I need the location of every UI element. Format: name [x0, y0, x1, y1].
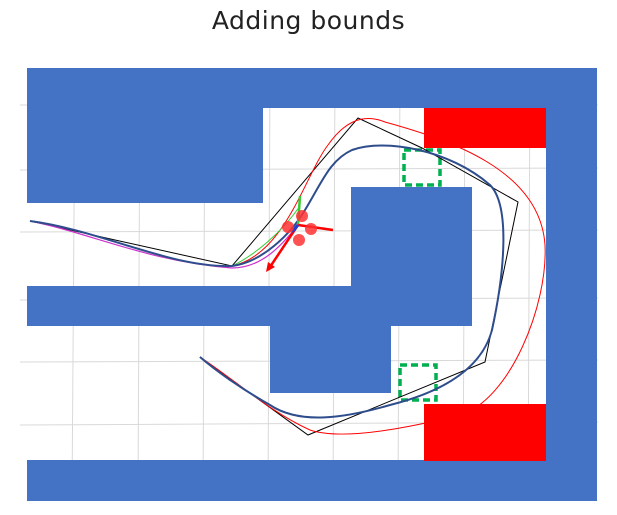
reference-path — [29, 117, 519, 436]
waypoint-node — [305, 223, 317, 235]
obstacle-center-block — [351, 187, 472, 326]
obstacles — [27, 68, 597, 501]
bound-region-top — [424, 108, 546, 148]
alternate-path — [199, 118, 546, 435]
target-box-bottom — [398, 363, 438, 402]
heading-hint-line — [231, 205, 301, 267]
optimized-path — [29, 144, 505, 419]
waypoint-node — [293, 234, 305, 246]
page-title: Adding bounds — [211, 6, 406, 35]
waypoint-node — [282, 221, 294, 233]
robot-marker — [266, 195, 334, 272]
waypoint-node — [296, 210, 308, 222]
bound-region-bottom — [424, 404, 546, 461]
obstacle-lower-block — [270, 326, 391, 393]
heading-arrow-head — [266, 262, 275, 272]
obstacle-outer-wall — [27, 68, 597, 501]
z-axis-arrow — [290, 224, 300, 233]
